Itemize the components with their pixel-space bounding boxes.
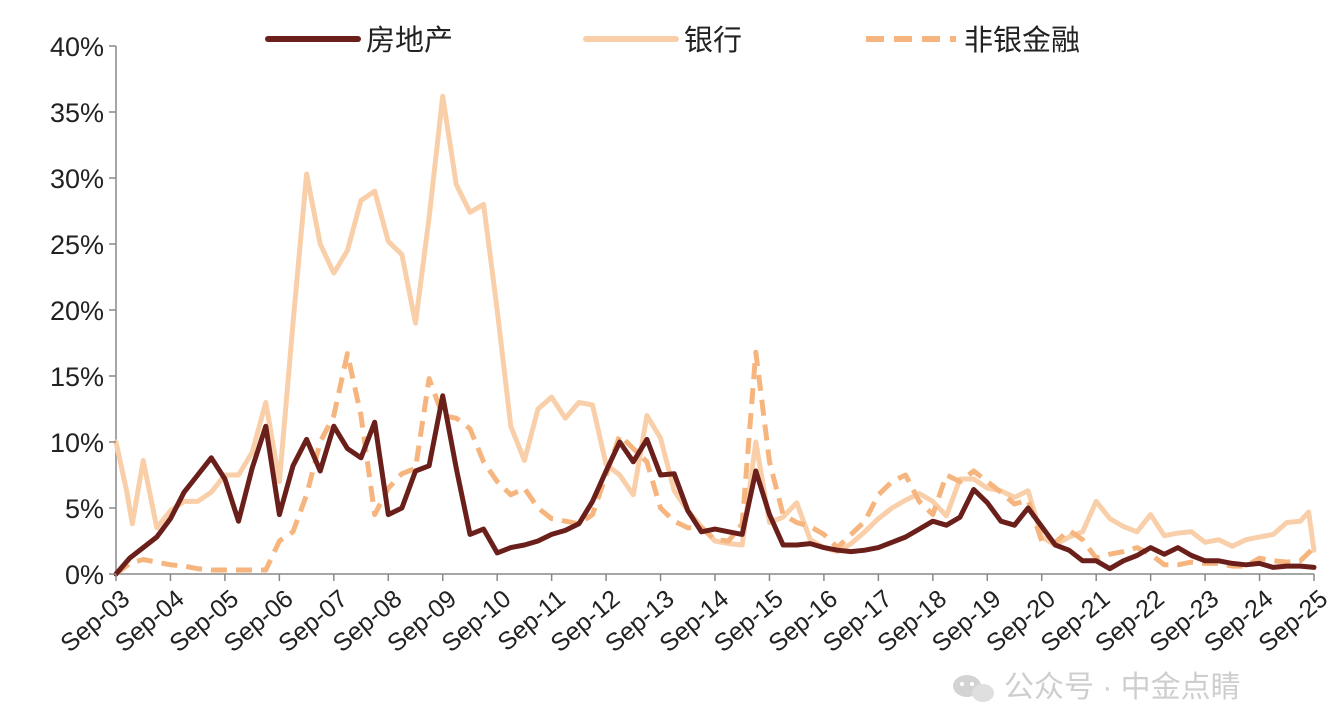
legend-item-0: 房地产 — [265, 24, 453, 57]
legend-item-2: 非银金融 — [866, 24, 1080, 57]
x-axis-ticks: Sep-03Sep-04Sep-05Sep-06Sep-07Sep-08Sep-… — [55, 574, 1332, 658]
legend-item-1: 银行 — [583, 24, 742, 57]
series-layer — [113, 93, 1317, 577]
y-tick-label: 30% — [50, 164, 104, 194]
legend: 房地产 银行 非银金融 — [265, 24, 1080, 57]
y-tick-label: 0% — [65, 560, 104, 590]
y-tick-label: 25% — [50, 230, 104, 260]
y-tick-label: 40% — [50, 32, 104, 62]
watermark: 公众号 · 中金点睛 — [953, 671, 1241, 704]
wechat-icon — [953, 675, 994, 702]
y-axis-ticks: 0% 5% 10% 15% 20% 25% 30% 35% 40% — [50, 32, 116, 590]
legend-label-0: 房地产 — [366, 24, 453, 57]
y-tick-label: 20% — [50, 296, 104, 326]
y-tick-label: 5% — [65, 494, 104, 524]
series-line-0 — [113, 393, 1317, 577]
y-tick-label: 35% — [50, 98, 104, 128]
legend-label-2: 非银金融 — [964, 24, 1080, 57]
series-line-1 — [113, 93, 1317, 555]
watermark-text: 公众号 · 中金点睛 — [1004, 671, 1241, 704]
y-tick-label: 10% — [50, 428, 104, 458]
y-tick-label: 15% — [50, 362, 104, 392]
legend-label-1: 银行 — [684, 24, 742, 57]
